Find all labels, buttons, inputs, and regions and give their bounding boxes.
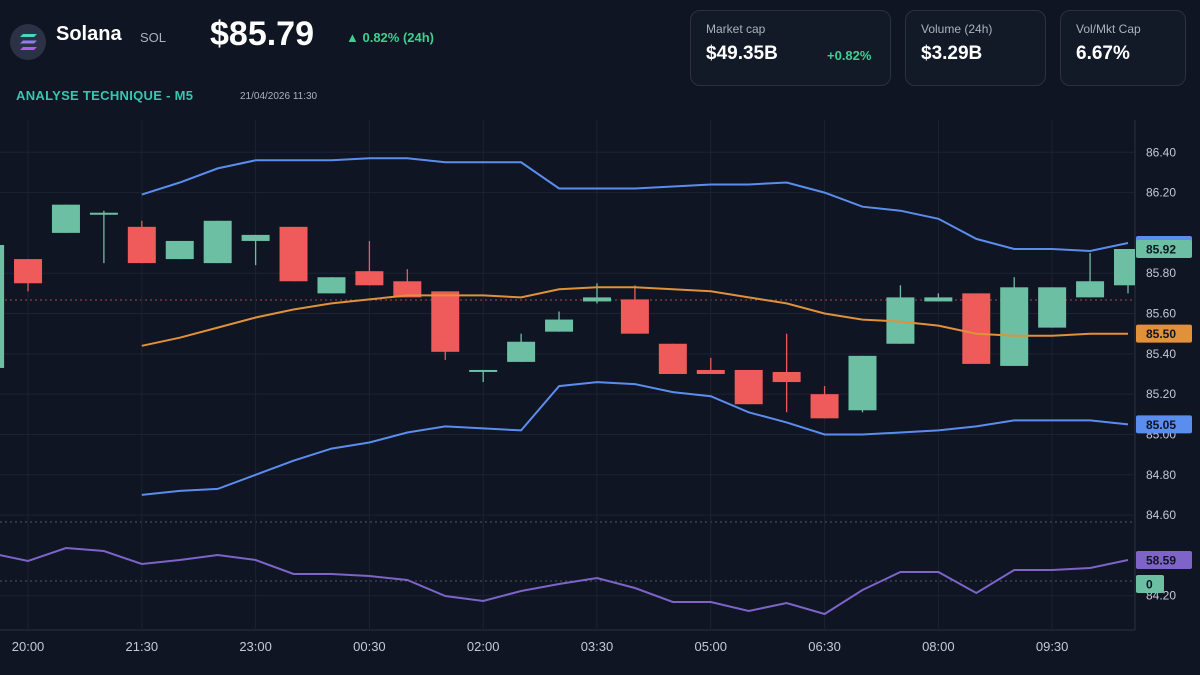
candle-body bbox=[734, 369, 763, 405]
candle-body bbox=[0, 244, 5, 368]
card-label: Volume (24h) bbox=[921, 22, 993, 36]
candle-body bbox=[582, 297, 611, 302]
indicator-line bbox=[141, 286, 1128, 347]
price-badge bbox=[1136, 574, 1164, 593]
candle-body bbox=[848, 355, 877, 411]
candle-body bbox=[696, 369, 725, 374]
card: Market cap $49.35B +0.82% bbox=[690, 10, 891, 86]
x-tick-label: 00:30 bbox=[353, 639, 386, 654]
card-value: 6.67% bbox=[1076, 43, 1130, 64]
price-badge-label: 85.50 bbox=[1146, 327, 1176, 341]
indicator-line bbox=[141, 157, 1129, 253]
price-badge bbox=[1136, 324, 1192, 343]
section-title: ANALYSE TECHNIQUE - M5 bbox=[16, 88, 194, 103]
candle-body bbox=[658, 343, 687, 374]
candle-body bbox=[545, 319, 574, 332]
x-tick-label: 02:00 bbox=[467, 639, 500, 654]
card-value: $49.35B bbox=[706, 43, 778, 64]
price-badge-label: 0 bbox=[1146, 577, 1153, 591]
price-badge-label: 58.59 bbox=[1146, 553, 1176, 567]
timestamp: 21/04/2026 11:30 bbox=[240, 91, 318, 102]
x-tick-label: 08:00 bbox=[922, 639, 955, 654]
x-tick-label: 23:00 bbox=[239, 639, 272, 654]
y-tick-label: 84.80 bbox=[1146, 468, 1176, 482]
candle-body bbox=[279, 226, 308, 282]
candle-body bbox=[810, 394, 839, 419]
y-tick-label: 86.20 bbox=[1146, 186, 1176, 200]
logo bbox=[10, 24, 46, 60]
price-badge bbox=[1136, 415, 1192, 434]
card: Volume (24h) $3.29B bbox=[905, 10, 1046, 86]
price-badge bbox=[1136, 550, 1192, 569]
candle-body bbox=[620, 299, 649, 334]
x-tick-label: 06:30 bbox=[808, 639, 841, 654]
price-change: ▲ 0.82% (24h) bbox=[346, 30, 435, 45]
y-tick-label: 85.20 bbox=[1146, 387, 1176, 401]
candle-body bbox=[89, 212, 118, 215]
x-tick-label: 20:00 bbox=[12, 639, 45, 654]
card-change: +0.82% bbox=[827, 48, 872, 63]
candle-body bbox=[431, 291, 460, 352]
y-tick-label: 85.80 bbox=[1146, 266, 1176, 280]
candle-body bbox=[1114, 249, 1135, 286]
plot-area bbox=[0, 120, 1135, 630]
indicator-line bbox=[0, 546, 1129, 616]
y-tick-label: 84.60 bbox=[1146, 508, 1176, 522]
candle-body bbox=[51, 204, 80, 233]
x-tick-label: 05:00 bbox=[694, 639, 727, 654]
candle-body bbox=[1076, 281, 1105, 298]
candle-body bbox=[127, 226, 156, 264]
card-label: Market cap bbox=[706, 22, 766, 36]
candle-body bbox=[203, 220, 232, 264]
price: $85.79 bbox=[210, 15, 314, 53]
candle-body bbox=[355, 271, 384, 286]
candle-body bbox=[924, 297, 953, 302]
card-value: $3.29B bbox=[921, 43, 983, 64]
price-badge-label: 85.05 bbox=[1146, 418, 1176, 432]
candle-body bbox=[1000, 287, 1029, 366]
candle-body bbox=[962, 293, 991, 364]
asset-name: Solana bbox=[56, 23, 122, 45]
y-tick-label: 86.40 bbox=[1146, 145, 1176, 159]
candle-body bbox=[241, 234, 270, 241]
candle-body bbox=[165, 240, 194, 260]
card-label: Vol/Mkt Cap bbox=[1076, 22, 1141, 36]
candle-body bbox=[772, 371, 801, 383]
candle-body bbox=[469, 369, 498, 372]
indicator-line bbox=[141, 381, 1129, 496]
card: Vol/Mkt Cap 6.67% bbox=[1060, 10, 1186, 86]
candle-body bbox=[14, 259, 43, 284]
candle-body bbox=[317, 277, 346, 294]
y-tick-label: 85.60 bbox=[1146, 307, 1176, 321]
x-tick-label: 09:30 bbox=[1036, 639, 1069, 654]
candle-body bbox=[507, 341, 536, 362]
asset-symbol: SOL bbox=[140, 30, 167, 45]
x-tick-label: 03:30 bbox=[581, 639, 614, 654]
candle-body bbox=[1038, 287, 1067, 328]
x-tick-label: 21:30 bbox=[126, 639, 159, 654]
candle-body bbox=[393, 281, 422, 298]
y-tick-label: 85.40 bbox=[1146, 347, 1176, 361]
price-badge bbox=[1136, 240, 1192, 259]
price-badge-label: 85.92 bbox=[1146, 243, 1176, 257]
